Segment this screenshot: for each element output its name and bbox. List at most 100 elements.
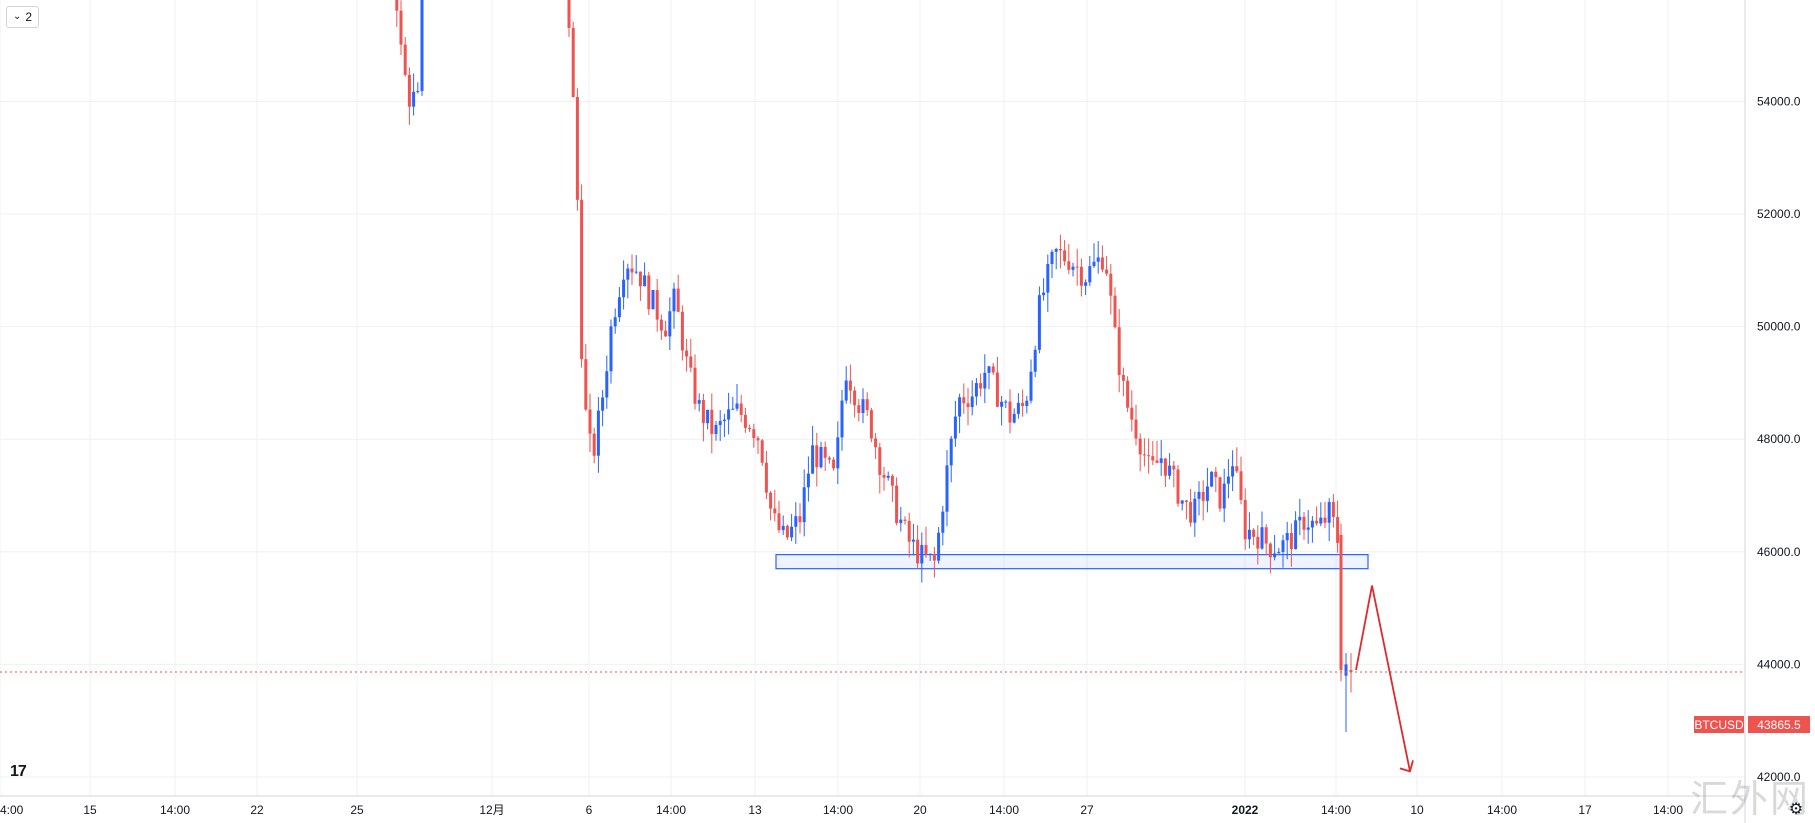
time-axis[interactable]: 4:00 15 14:00 22 25 12月 6 14:00 13 14:00 20 14:00 27… bbox=[0, 803, 1683, 817]
candle-body bbox=[1126, 380, 1130, 408]
x-tick-label: 15 bbox=[83, 803, 97, 817]
candle-down bbox=[647, 271, 651, 316]
candle-body bbox=[1067, 261, 1071, 270]
candle-body bbox=[1281, 540, 1285, 552]
candle-down bbox=[399, 0, 403, 55]
candle-body bbox=[1226, 476, 1230, 484]
candle-down bbox=[1075, 248, 1079, 286]
candle-body bbox=[748, 427, 752, 430]
candle-body bbox=[1113, 295, 1117, 328]
y-tick-label: 50000.0 bbox=[1757, 320, 1801, 334]
candle-up bbox=[1000, 395, 1004, 426]
candle-down bbox=[680, 305, 684, 361]
candle-down bbox=[1189, 488, 1193, 527]
y-tick-label: 46000.0 bbox=[1757, 545, 1801, 559]
candle-body bbox=[403, 44, 407, 75]
candle-down bbox=[1117, 309, 1121, 393]
candle-body bbox=[1210, 471, 1214, 487]
candle-up bbox=[731, 396, 735, 411]
candle-body bbox=[685, 350, 689, 357]
candle-body bbox=[1105, 269, 1109, 274]
x-tick-label: 14:00 bbox=[1487, 803, 1517, 817]
candle-body bbox=[1331, 502, 1335, 517]
candle-down bbox=[1172, 460, 1176, 488]
candle-body bbox=[672, 288, 676, 312]
candle-body bbox=[693, 367, 697, 404]
y-tick-label: 52000.0 bbox=[1757, 207, 1801, 221]
candle-body bbox=[1285, 532, 1289, 541]
projection-arrow-path[interactable] bbox=[1355, 585, 1411, 772]
candle-body bbox=[1000, 401, 1004, 407]
candle-body bbox=[882, 474, 886, 478]
candle-down bbox=[407, 67, 411, 125]
candle-down bbox=[924, 526, 928, 558]
candle-up bbox=[735, 383, 739, 411]
chevron-down-icon: ⌄ bbox=[13, 11, 22, 22]
candle-up bbox=[1033, 345, 1037, 378]
candle-down bbox=[1264, 524, 1268, 556]
candle-up bbox=[412, 73, 416, 116]
candle-down bbox=[575, 88, 579, 211]
candle-body bbox=[928, 553, 932, 555]
candle-down bbox=[1126, 376, 1130, 413]
x-tick-label: 6 bbox=[586, 803, 593, 817]
candle-body bbox=[848, 380, 852, 391]
candle-body bbox=[1310, 520, 1314, 528]
candle-up bbox=[722, 413, 726, 438]
candle-body bbox=[638, 271, 642, 287]
candle-body bbox=[899, 519, 903, 524]
candle-down bbox=[1235, 447, 1239, 474]
candle-down bbox=[815, 432, 819, 487]
candle-up bbox=[840, 390, 844, 451]
candle-body bbox=[584, 359, 588, 410]
candle-body bbox=[1218, 477, 1222, 509]
x-tick-label: 14:00 bbox=[989, 803, 1019, 817]
x-tick-label: 12月 bbox=[479, 803, 504, 817]
candle-body bbox=[1134, 419, 1138, 439]
candle-body bbox=[710, 409, 714, 434]
candle-up bbox=[1042, 278, 1046, 301]
candle-down bbox=[995, 356, 999, 408]
tradingview-logo[interactable]: 17 bbox=[10, 763, 38, 783]
candle-down bbox=[769, 491, 773, 521]
candle-down bbox=[1243, 488, 1247, 550]
x-tick-label: 14:00 bbox=[656, 803, 686, 817]
candle-down bbox=[685, 339, 689, 372]
candle-up bbox=[970, 380, 974, 416]
candle-body bbox=[1294, 520, 1298, 550]
candle-body bbox=[1349, 670, 1353, 672]
candle-down bbox=[869, 407, 873, 442]
candle-body bbox=[1180, 500, 1184, 504]
candle-body bbox=[643, 275, 647, 287]
candle-body bbox=[1151, 456, 1155, 461]
candle-body bbox=[970, 396, 974, 408]
candle-up bbox=[899, 506, 903, 532]
candle-down bbox=[664, 320, 668, 337]
candle-down bbox=[588, 393, 592, 452]
candle-body bbox=[395, 0, 399, 11]
candle-down bbox=[979, 373, 983, 397]
candle-body bbox=[781, 525, 785, 531]
support-zone-box[interactable] bbox=[775, 554, 1369, 570]
symbol-tag-bg bbox=[1694, 716, 1744, 733]
price-axis[interactable]: 42000.0 44000.0 46000.0 48000.0 50000.0 52000… bbox=[1757, 0, 1801, 784]
candle-body bbox=[647, 275, 651, 310]
gear-icon[interactable]: ⚙ bbox=[1788, 801, 1804, 818]
candle-up bbox=[416, 82, 420, 94]
candle-body bbox=[920, 545, 924, 564]
candle-down bbox=[1349, 653, 1353, 693]
candle-body bbox=[1088, 266, 1092, 283]
candle-body bbox=[588, 409, 592, 434]
candle-body bbox=[727, 409, 731, 420]
candle-body bbox=[916, 539, 920, 564]
interval-selector-button[interactable]: ⌄ 2 bbox=[6, 6, 40, 28]
candle-body bbox=[806, 473, 810, 488]
candle-body bbox=[1239, 471, 1243, 500]
x-tick-label: 25 bbox=[350, 803, 364, 817]
candle-body bbox=[416, 91, 420, 93]
candle-body bbox=[1214, 471, 1218, 478]
candle-body bbox=[1302, 516, 1306, 530]
candle-body bbox=[1168, 465, 1172, 476]
candle-down bbox=[827, 455, 831, 464]
